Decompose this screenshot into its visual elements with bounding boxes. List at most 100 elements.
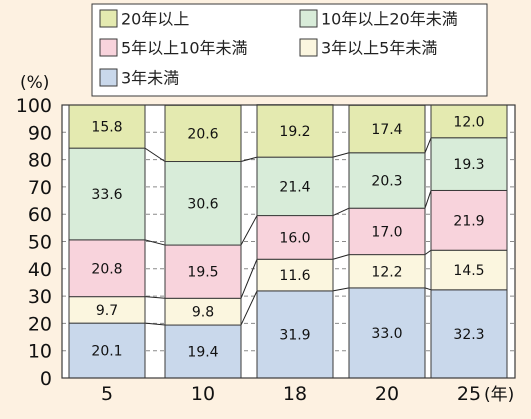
bar-segment-3-0 — [68, 147, 146, 241]
data-label-1-4: 14.5 — [453, 263, 484, 279]
connector-1-3 — [424, 249, 432, 256]
connector-3-2 — [332, 152, 350, 158]
bar-segment-0-3 — [348, 287, 426, 379]
legend-label-1: 3年以上5年未満 — [321, 39, 437, 58]
plot-frame — [61, 104, 516, 379]
y-unit-label: (%) — [20, 73, 49, 93]
legend-swatch-0 — [99, 68, 118, 87]
legend-label-0: 3年未満 — [121, 69, 179, 88]
bar-segment-2-2 — [256, 215, 334, 260]
bar-segment-1-0 — [68, 296, 146, 324]
legend-label-2: 5年以上10年未満 — [121, 39, 248, 58]
x-tick-labels: 5 10 18 20 25 (年) — [101, 383, 514, 405]
y-tick-100: 100 — [16, 95, 52, 117]
data-label-0-3: 33.0 — [371, 326, 402, 342]
y-tick-10: 10 — [28, 341, 52, 363]
bar-segment-0-1 — [164, 324, 242, 379]
connector-0-1 — [240, 290, 258, 326]
data-label-3-2: 21.4 — [279, 179, 310, 195]
connector-0-0 — [144, 322, 166, 326]
data-label-3-1: 30.6 — [187, 196, 218, 212]
data-label-0-2: 31.9 — [279, 327, 310, 343]
x-tick-5: 5 — [101, 383, 113, 405]
bar-segment-4-4 — [430, 104, 508, 139]
bar-segment-4-0 — [68, 104, 146, 149]
legend-label-3: 10年以上20年未満 — [321, 10, 458, 29]
bar-segment-2-4 — [430, 189, 508, 251]
data-label-0-0: 20.1 — [91, 344, 122, 360]
bar-segment-1-4 — [430, 249, 508, 291]
x-tick-25: 25 — [457, 383, 481, 405]
data-label-2-3: 17.0 — [371, 224, 402, 240]
data-label-4-1: 20.6 — [187, 126, 218, 142]
y-tick-40: 40 — [28, 259, 52, 281]
connector-0-3 — [424, 287, 432, 291]
legend-label-4: 20年以上 — [121, 10, 189, 29]
legend: 20年以上 10年以上20年未満 5年以上10年未満 3年以上5年未満 3年未満 — [91, 3, 488, 97]
y-tick-0: 0 — [40, 368, 52, 390]
connector-3-3 — [424, 137, 432, 153]
bar-segment-0-2 — [256, 290, 334, 379]
x-tick-18: 18 — [283, 383, 307, 405]
y-tick-80: 80 — [28, 150, 52, 172]
data-label-2-1: 19.5 — [187, 265, 218, 281]
bar-segment-2-3 — [348, 207, 426, 256]
connector-2-3 — [424, 190, 432, 209]
data-label-1-3: 12.2 — [371, 264, 402, 280]
bars: 20.1 9.7 20.8 33.6 15.8 19.4 9.8 19.5 30.6 20.6 31… — [68, 104, 508, 379]
bar-segment-3-4 — [430, 137, 508, 191]
data-label-3-4: 19.3 — [453, 157, 484, 173]
data-label-3-3: 20.3 — [371, 173, 402, 189]
data-label-0-1: 19.4 — [187, 345, 218, 361]
y-tick-70: 70 — [28, 177, 52, 199]
bar-segment-3-3 — [348, 152, 426, 209]
data-label-1-0: 9.7 — [96, 303, 118, 319]
data-label-0-4: 32.3 — [453, 327, 484, 343]
bar-segment-4-2 — [256, 104, 334, 158]
data-label-4-3: 17.4 — [371, 122, 402, 138]
x-tick-20: 20 — [375, 383, 399, 405]
data-label-2-4: 21.9 — [453, 213, 484, 229]
bar-segment-3-1 — [164, 161, 242, 246]
legend-swatch-1 — [299, 38, 318, 57]
connector-3-0 — [144, 147, 166, 162]
bar-segment-0-4 — [430, 289, 508, 379]
connector-0-2 — [332, 287, 350, 292]
bar-segment-4-3 — [348, 104, 426, 154]
legend-swatch-3 — [299, 9, 318, 28]
connector-2-2 — [332, 207, 350, 217]
connector-2-1 — [240, 215, 258, 246]
y-tick-50: 50 — [28, 232, 52, 254]
data-label-4-2: 19.2 — [279, 124, 310, 140]
x-unit-label: (年) — [484, 385, 514, 405]
legend-swatch-4 — [99, 9, 118, 28]
y-tick-20: 20 — [28, 313, 52, 335]
connector-lines — [144, 137, 432, 326]
bar-segment-1-3 — [348, 254, 426, 289]
data-label-4-4: 12.0 — [453, 114, 484, 130]
plot-border — [61, 104, 516, 379]
bar-segment-4-1 — [164, 104, 242, 163]
connector-1-0 — [144, 296, 166, 299]
connector-2-0 — [144, 239, 166, 246]
bar-segment-2-1 — [164, 244, 242, 299]
data-label-2-2: 16.0 — [279, 230, 310, 246]
connector-1-1 — [240, 259, 258, 299]
connector-3-1 — [240, 156, 258, 162]
legend-box — [91, 3, 488, 97]
data-label-3-0: 33.6 — [91, 187, 122, 203]
y-tick-90: 90 — [28, 122, 52, 144]
bar-segment-3-2 — [256, 156, 334, 217]
data-label-2-0: 20.8 — [91, 261, 122, 277]
bar-segment-1-2 — [256, 258, 334, 292]
y-tick-30: 30 — [28, 286, 52, 308]
data-label-1-1: 9.8 — [192, 305, 214, 321]
x-tick-10: 10 — [191, 383, 215, 405]
y-unit-group: (%) — [20, 73, 49, 93]
y-tick-60: 60 — [28, 204, 52, 226]
data-label-4-0: 15.8 — [91, 120, 122, 136]
data-label-1-2: 11.6 — [279, 268, 310, 284]
connector-1-2 — [332, 254, 350, 260]
